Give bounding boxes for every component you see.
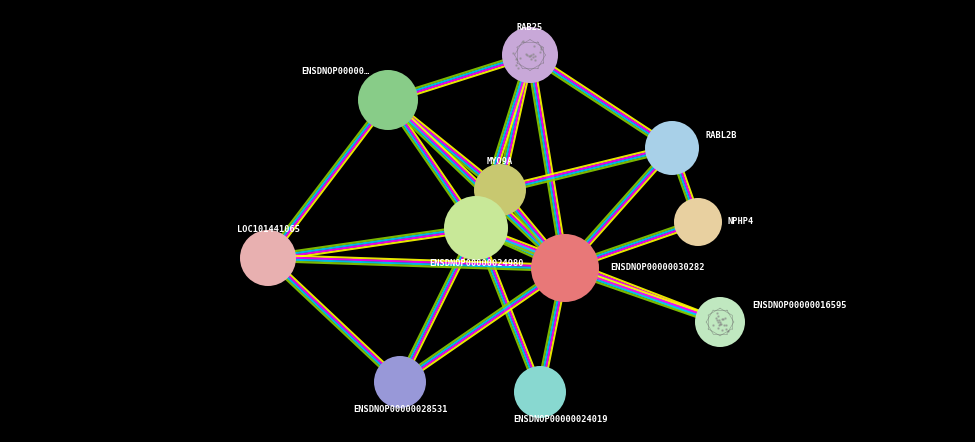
Ellipse shape <box>502 27 558 83</box>
Text: ENSDNOP00000028531: ENSDNOP00000028531 <box>353 405 448 415</box>
Ellipse shape <box>531 234 599 302</box>
Text: LOC101441065: LOC101441065 <box>237 225 299 235</box>
Text: ENSDNOP00000024980: ENSDNOP00000024980 <box>429 259 524 267</box>
Ellipse shape <box>240 230 296 286</box>
Ellipse shape <box>695 297 745 347</box>
Text: RAB25: RAB25 <box>517 23 543 33</box>
Ellipse shape <box>358 70 418 130</box>
Text: ENSDNOP00000…: ENSDNOP00000… <box>301 68 370 76</box>
Text: NPHP4: NPHP4 <box>728 217 755 226</box>
Ellipse shape <box>474 164 526 216</box>
Ellipse shape <box>374 356 426 408</box>
Text: ENSDNOP00000030282: ENSDNOP00000030282 <box>610 263 705 273</box>
Ellipse shape <box>645 121 699 175</box>
Text: ENSDNOP00000024019: ENSDNOP00000024019 <box>513 415 607 424</box>
Ellipse shape <box>444 196 508 260</box>
Text: MYO9A: MYO9A <box>487 157 513 167</box>
Ellipse shape <box>674 198 722 246</box>
Text: RABL2B: RABL2B <box>706 132 737 141</box>
Text: ENSDNOP00000016595: ENSDNOP00000016595 <box>752 301 846 310</box>
Ellipse shape <box>514 366 566 418</box>
